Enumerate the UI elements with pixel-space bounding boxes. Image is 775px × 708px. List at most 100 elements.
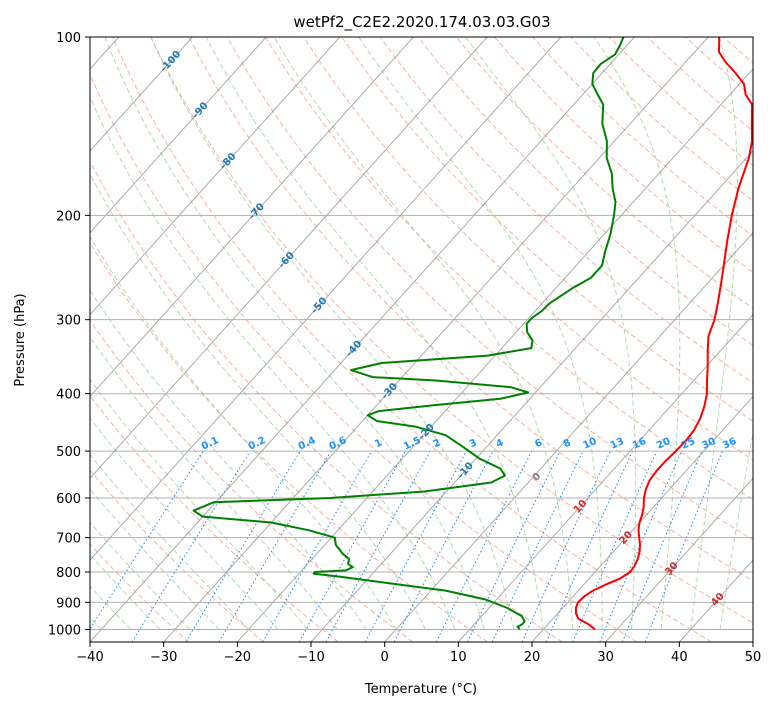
isotherm-line (163, 37, 709, 642)
y-tick-label: 300 (56, 314, 81, 329)
x-tick-label: 0 (381, 650, 389, 665)
dry-adiabat (90, 160, 563, 642)
mixing-ratio-label: 0.6 (328, 435, 349, 452)
dry-adiabat (90, 394, 339, 642)
moist-adiabat (90, 235, 397, 630)
isotherm-line (752, 641, 753, 642)
y-tick-label: 400 (56, 388, 81, 403)
isotherm-line (384, 231, 753, 642)
dry-adiabat (417, 37, 753, 347)
mixing-ratio-label: 13 (609, 436, 626, 452)
moist-adiabat (273, 37, 574, 630)
mixing-ratio-label: 3 (468, 437, 479, 450)
dry-adiabat (188, 37, 753, 582)
dry-adiabat (90, 241, 488, 642)
chart-title: wetPf2_C2E2.2020.174.03.03.G03 (293, 13, 550, 32)
moist-adiabat (719, 430, 753, 630)
x-tick-label: 30 (597, 650, 614, 665)
mixing-ratio-label: 2 (432, 437, 443, 450)
dry-adiabat (455, 37, 753, 310)
isotherm-line (90, 37, 488, 480)
isotherm-line (90, 37, 267, 234)
mixing-ratio-label: 25 (680, 436, 697, 452)
mixing-ratio-label: 30 (700, 436, 717, 452)
mixing-ratio-label: 36 (721, 436, 738, 452)
moist-adiabat (593, 37, 681, 630)
mixing-ratio-label: 16 (631, 436, 648, 452)
mixing-ratio-label: 4 (494, 437, 505, 450)
mixing-ratio-line (131, 450, 251, 642)
x-tick-label: −40 (76, 650, 103, 665)
dry-adiabat (494, 37, 753, 273)
dry-adiabat (608, 37, 753, 167)
x-tick-label: −20 (224, 650, 251, 665)
y-axis-label: Pressure (hPa) (13, 293, 28, 386)
y-tick-label: 900 (56, 596, 81, 611)
mixing-ratio-line (298, 450, 406, 642)
x-axis-label: Temperature (°C) (364, 682, 477, 697)
moist-adiabat (464, 37, 637, 630)
y-tick-label: 500 (56, 445, 81, 460)
y-tick-label: 100 (56, 31, 81, 46)
mixing-ratio-line (599, 450, 682, 642)
mixing-ratio-label: 1 (373, 437, 384, 450)
moist-adiabat (690, 37, 738, 630)
dry-adiabat (90, 73, 638, 642)
mixing-ratio-line (364, 450, 467, 642)
moist-adiabat (150, 37, 515, 630)
moist-adiabat (90, 95, 456, 630)
moist-adiabat (90, 417, 279, 630)
dry-adiabat (264, 37, 753, 501)
moist-adiabat (104, 37, 485, 630)
isotherm-line (90, 37, 562, 561)
y-tick-label: 600 (56, 492, 81, 507)
plot-frame (89, 36, 754, 643)
grid-layer (90, 37, 753, 642)
axes-layer: −40 −30 −20 −10 0 10 20 30 40 5010020030040050060… (48, 31, 761, 665)
mixing-ratio-line (435, 450, 533, 642)
mixing-ratio-label: 20 (655, 436, 672, 452)
moist-adiabat (205, 37, 544, 630)
isotherm-line (90, 37, 341, 316)
isotherm-line (90, 37, 635, 642)
mixing-ratio-line (393, 450, 494, 642)
mixing-ratio-line (325, 450, 431, 642)
dry-adiabat (379, 37, 753, 384)
x-tick-label: 20 (524, 650, 541, 665)
isotherm-line (236, 68, 753, 642)
mixing-ratio-line (467, 450, 561, 642)
dewpoint-profile (192, 37, 625, 631)
moist-adiabat (90, 453, 249, 630)
y-tick-label: 800 (56, 566, 81, 581)
moist-adiabat (90, 488, 220, 630)
y-tick-label: 200 (56, 209, 81, 224)
mixing-ratio-label: 6 (533, 437, 544, 450)
x-tick-label: 50 (745, 650, 762, 665)
y-tick-label: 1000 (48, 623, 81, 638)
moist-adiabat (90, 172, 426, 630)
dry-adiabat (150, 37, 753, 624)
moist-adiabat (90, 289, 367, 630)
mixing-ratio-line (572, 450, 658, 642)
moist-adiabat (90, 585, 132, 630)
series-layer (192, 37, 753, 631)
temperature-profile (574, 37, 753, 631)
isotherm-line (90, 37, 193, 152)
mixing-ratio-label: 10 (581, 436, 598, 452)
dry-adiabat (646, 37, 753, 132)
mixing-ratio-line (621, 450, 703, 642)
mixing-ratio-line (644, 450, 724, 642)
mixing-ratio-label: 8 (562, 437, 573, 450)
label-layer: 0.1 0.2 0.4 0.6 1 1.5 2 3 4 6 8 10 13 16 20 25 30 36-100-… (158, 49, 738, 609)
dry-adiabat (303, 37, 753, 461)
dry-adiabat (90, 469, 264, 642)
mixing-ratio-line (90, 450, 204, 630)
isotherm-line (531, 395, 753, 642)
y-tick-label: 700 (56, 532, 81, 547)
isotherm-line (310, 150, 753, 642)
dry-adiabat (90, 543, 190, 642)
x-tick-label: −30 (150, 650, 177, 665)
isotherm-line (90, 37, 414, 398)
x-tick-label: 40 (671, 650, 688, 665)
